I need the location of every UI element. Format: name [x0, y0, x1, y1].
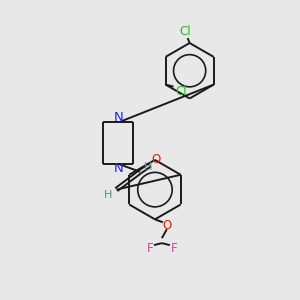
Text: Cl: Cl — [176, 85, 187, 98]
Text: F: F — [170, 242, 177, 255]
Text: Cl: Cl — [180, 25, 191, 38]
Text: F: F — [147, 242, 153, 255]
Text: O: O — [151, 153, 160, 167]
Text: N: N — [113, 111, 123, 124]
Text: H: H — [144, 162, 152, 172]
Text: H: H — [104, 190, 112, 200]
Text: N: N — [113, 162, 123, 175]
Text: O: O — [162, 219, 172, 232]
